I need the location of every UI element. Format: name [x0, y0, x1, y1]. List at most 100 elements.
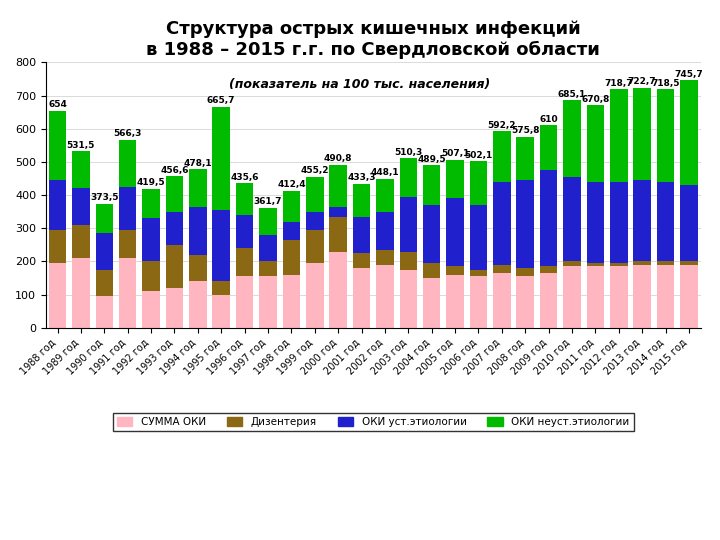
Bar — [259, 235, 276, 261]
Text: 575,8: 575,8 — [511, 126, 539, 135]
Text: 448,1: 448,1 — [371, 168, 399, 178]
Bar — [329, 165, 347, 207]
Bar — [189, 169, 207, 207]
Bar — [143, 188, 160, 218]
Bar — [563, 100, 581, 177]
Bar — [446, 159, 464, 198]
Bar — [376, 212, 394, 250]
Bar — [236, 183, 253, 215]
Bar — [96, 204, 113, 233]
Bar — [166, 212, 183, 245]
Bar — [49, 263, 66, 328]
Text: 502,1: 502,1 — [464, 151, 492, 159]
Bar — [49, 230, 66, 263]
Text: 718,7: 718,7 — [604, 79, 633, 87]
Text: 610: 610 — [539, 114, 558, 124]
Bar — [96, 270, 113, 296]
Bar — [306, 263, 323, 328]
Text: 745,7: 745,7 — [675, 70, 703, 79]
Bar — [143, 292, 160, 328]
Bar — [212, 281, 230, 295]
Bar — [400, 270, 417, 328]
Text: 685,1: 685,1 — [558, 90, 586, 99]
Bar — [143, 261, 160, 292]
Bar — [376, 250, 394, 265]
Text: 566,3: 566,3 — [114, 129, 142, 138]
Bar — [493, 182, 510, 265]
Text: 361,7: 361,7 — [253, 197, 282, 206]
Bar — [376, 265, 394, 328]
Text: 722,7: 722,7 — [628, 77, 657, 86]
Bar — [259, 261, 276, 276]
Bar — [634, 265, 651, 328]
Bar — [493, 265, 510, 273]
Bar — [259, 208, 276, 235]
Bar — [189, 207, 207, 255]
Bar — [680, 80, 698, 185]
Bar — [516, 268, 534, 276]
Bar — [96, 233, 113, 270]
Bar — [306, 230, 323, 263]
Bar — [119, 230, 137, 258]
Bar — [563, 261, 581, 266]
Bar — [166, 245, 183, 288]
Bar — [72, 258, 90, 328]
Bar — [610, 182, 628, 263]
Bar — [540, 266, 557, 273]
Text: 718,5: 718,5 — [652, 79, 680, 87]
Bar — [212, 295, 230, 328]
Bar — [587, 105, 604, 182]
Bar — [119, 258, 137, 328]
Bar — [516, 180, 534, 268]
Text: 531,5: 531,5 — [67, 141, 95, 150]
Bar — [493, 131, 510, 182]
Text: 478,1: 478,1 — [184, 159, 212, 167]
Bar — [353, 184, 370, 217]
Bar — [259, 276, 276, 328]
Text: 665,7: 665,7 — [207, 96, 235, 105]
Text: 456,6: 456,6 — [161, 166, 189, 174]
Bar — [236, 276, 253, 328]
Bar — [119, 140, 137, 187]
Bar — [96, 296, 113, 328]
Bar — [423, 263, 441, 278]
Bar — [400, 197, 417, 252]
Bar — [353, 268, 370, 328]
Bar — [353, 217, 370, 253]
Bar — [283, 221, 300, 240]
Bar — [680, 185, 698, 261]
Bar — [306, 212, 323, 230]
Text: 489,5: 489,5 — [418, 155, 446, 164]
Bar — [657, 261, 675, 265]
Text: 592,2: 592,2 — [487, 120, 516, 130]
Bar — [166, 288, 183, 328]
Bar — [610, 89, 628, 182]
Bar — [540, 273, 557, 328]
Bar — [119, 187, 137, 230]
Bar — [329, 207, 347, 217]
Bar — [166, 176, 183, 212]
Bar — [49, 180, 66, 230]
Bar — [236, 215, 253, 248]
Text: 455,2: 455,2 — [300, 166, 329, 175]
Text: 670,8: 670,8 — [581, 94, 610, 104]
Bar — [446, 198, 464, 266]
Bar — [72, 151, 90, 188]
Text: 373,5: 373,5 — [90, 193, 119, 202]
Text: 435,6: 435,6 — [230, 173, 259, 181]
Bar — [610, 263, 628, 266]
Bar — [376, 179, 394, 212]
Bar — [212, 210, 230, 281]
Bar — [329, 252, 347, 328]
Bar — [283, 191, 300, 221]
Bar — [680, 261, 698, 265]
Bar — [283, 275, 300, 328]
Text: 507,1: 507,1 — [441, 149, 469, 158]
Bar — [423, 205, 441, 263]
Bar — [353, 253, 370, 268]
Bar — [540, 170, 557, 266]
Title: Структура острых кишечных инфекций
в 1988 – 2015 г.г. по Свердловской области: Структура острых кишечных инфекций в 198… — [146, 21, 600, 59]
Bar — [306, 177, 323, 212]
Bar — [657, 265, 675, 328]
Bar — [236, 248, 253, 276]
